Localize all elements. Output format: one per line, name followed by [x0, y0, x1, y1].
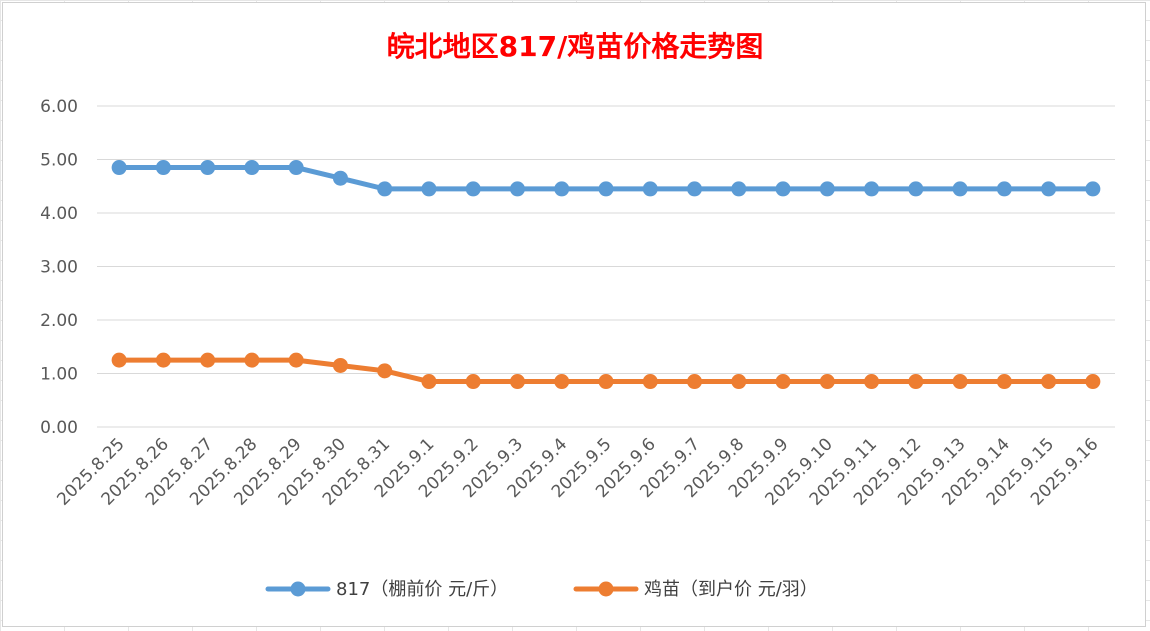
data-point[interactable] [1041, 181, 1057, 197]
data-point[interactable] [509, 374, 525, 390]
line-chart: 0.00 1.00 2.00 3.00 4.00 5.00 6.00 2025.8.2520… [40, 97, 1115, 600]
data-point[interactable] [775, 181, 791, 197]
y-tick-label: 4.00 [40, 204, 78, 224]
data-point[interactable] [288, 352, 304, 368]
data-point[interactable] [244, 160, 260, 176]
y-tick-label: 1.00 [40, 365, 78, 385]
data-point[interactable] [377, 181, 393, 197]
data-point[interactable] [200, 160, 216, 176]
data-point[interactable] [377, 363, 393, 379]
data-point[interactable] [1041, 374, 1057, 390]
data-point[interactable] [952, 374, 968, 390]
y-tick-label: 6.00 [40, 97, 78, 117]
y-tick-label: 0.00 [40, 418, 78, 438]
data-point[interactable] [642, 374, 658, 390]
y-axis-ticks: 0.00 1.00 2.00 3.00 4.00 5.00 6.00 [40, 97, 78, 438]
data-point[interactable] [642, 181, 658, 197]
data-point[interactable] [111, 160, 127, 176]
data-point[interactable] [908, 374, 924, 390]
data-point[interactable] [465, 181, 481, 197]
data-point[interactable] [332, 170, 348, 186]
data-point[interactable] [554, 374, 570, 390]
data-point[interactable] [819, 181, 835, 197]
data-point[interactable] [996, 374, 1012, 390]
data-point[interactable] [421, 374, 437, 390]
data-point[interactable] [332, 357, 348, 373]
legend-swatch-marker [290, 581, 306, 597]
data-point[interactable] [598, 181, 614, 197]
data-point[interactable] [509, 181, 525, 197]
data-point[interactable] [908, 181, 924, 197]
data-point[interactable] [819, 374, 835, 390]
data-point[interactable] [687, 181, 703, 197]
legend-swatch-marker [598, 581, 614, 597]
series-lines [111, 160, 1101, 390]
gridlines [97, 105, 1115, 428]
y-tick-label: 3.00 [40, 258, 78, 278]
data-point[interactable] [775, 374, 791, 390]
data-point[interactable] [864, 374, 880, 390]
data-point[interactable] [952, 181, 968, 197]
data-point[interactable] [687, 374, 703, 390]
data-point[interactable] [731, 374, 747, 390]
data-point[interactable] [200, 352, 216, 368]
data-point[interactable] [1085, 181, 1101, 197]
data-point[interactable] [864, 181, 880, 197]
data-point[interactable] [996, 181, 1012, 197]
data-point[interactable] [155, 160, 171, 176]
data-point[interactable] [731, 181, 747, 197]
data-point[interactable] [155, 352, 171, 368]
data-point[interactable] [111, 352, 127, 368]
y-tick-label: 5.00 [40, 151, 78, 171]
x-axis-ticks: 2025.8.252025.8.262025.8.272025.8.282025… [53, 434, 1102, 509]
legend-label: 817（棚前价 元/斤） [336, 579, 508, 600]
data-point[interactable] [1085, 374, 1101, 390]
chart-title: 皖北地区817/鸡苗价格走势图 [386, 30, 764, 63]
data-point[interactable] [598, 374, 614, 390]
data-point[interactable] [465, 374, 481, 390]
data-point[interactable] [554, 181, 570, 197]
data-point[interactable] [244, 352, 260, 368]
legend: 817（棚前价 元/斤） 鸡苗（到户价 元/羽） [265, 579, 818, 600]
legend-label: 鸡苗（到户价 元/羽） [644, 579, 818, 600]
y-tick-label: 2.00 [40, 311, 78, 331]
data-point[interactable] [421, 181, 437, 197]
data-point[interactable] [288, 160, 304, 176]
